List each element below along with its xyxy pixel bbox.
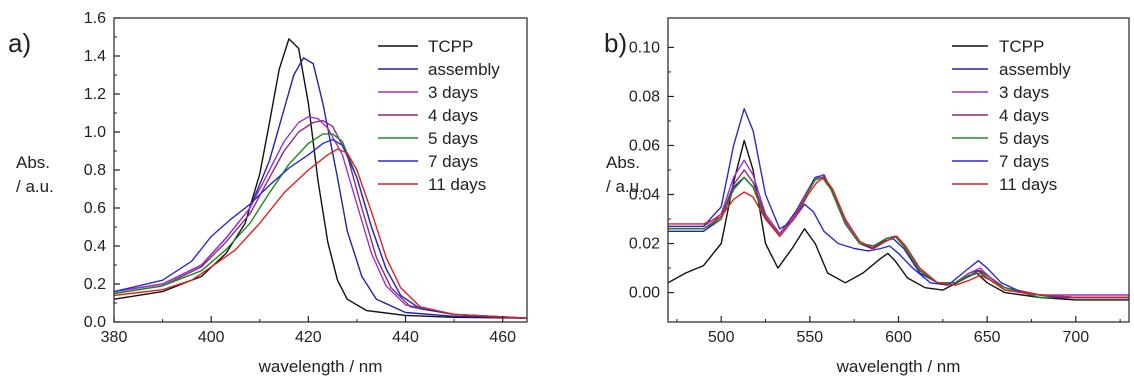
panel-label: b): [604, 28, 627, 58]
series-line-assembly: [668, 174, 1129, 299]
y-tick-label: 0.4: [84, 238, 106, 255]
legend-label: 5 days: [428, 129, 478, 148]
panel-b-chart: 500 550 600 650 700 0.00 0.02 0.04 0.06 0.08 0.10 w…: [604, 17, 1130, 376]
x-tick-label: 400: [198, 329, 225, 346]
series-line-7-days: [114, 138, 527, 319]
legend: TCPP assembly 3 days 4 days 5 days 7 days 11 d…: [952, 37, 1071, 194]
x-tick-label: 420: [295, 329, 322, 346]
series-line-7-days: [668, 108, 1129, 299]
y-tick-label: 0.08: [629, 88, 660, 105]
x-tick-label: 500: [708, 329, 735, 346]
y-tick-label: 0.06: [629, 137, 660, 154]
y-tick-label: 0.10: [629, 39, 660, 56]
y-tick-label: 0.04: [629, 187, 660, 204]
legend-label: 3 days: [428, 83, 478, 102]
legend-label: assembly: [999, 60, 1071, 79]
legend-label: 3 days: [999, 83, 1049, 102]
x-tick-label: 700: [1062, 329, 1089, 346]
series-group: [114, 38, 527, 319]
series-line-4-days: [114, 119, 527, 319]
legend-label: 7 days: [428, 152, 478, 171]
x-axis-title: wavelength / nm: [836, 357, 961, 376]
panel-a-chart: 380 400 420 440 460 0.0 0.2 0.4 0.6 0.8 1.0 1.2 1.4 1…: [8, 10, 528, 376]
series-line-3-days: [114, 116, 527, 319]
legend-label: assembly: [428, 60, 500, 79]
y-axis-title-line1: Abs.: [606, 153, 640, 172]
series-line-tcpp: [668, 139, 1129, 301]
y-tick-label: 0.02: [629, 236, 660, 253]
legend-label: 11 days: [428, 175, 486, 194]
x-tick-label: 380: [101, 329, 128, 346]
series-line-4-days: [668, 169, 1129, 299]
x-axis-title: wavelength / nm: [258, 357, 383, 376]
y-tick-label: 0.2: [84, 276, 106, 293]
panel-label: a): [8, 28, 31, 58]
legend: TCPP assembly 3 days 4 days 5 days 7 days 11 d…: [378, 37, 500, 194]
x-tick-label: 440: [392, 329, 419, 346]
legend-label: TCPP: [999, 37, 1044, 56]
y-axis-title-line2: / a.u.: [16, 177, 54, 196]
x-tick-label: 550: [796, 329, 823, 346]
y-tick-label: 0.0: [84, 314, 106, 331]
legend-label: TCPP: [428, 37, 473, 56]
y-tick-label: 1.6: [84, 10, 106, 27]
legend-label: 4 days: [428, 106, 478, 125]
legend-label: 4 days: [999, 106, 1049, 125]
x-tick-label: 650: [974, 329, 1001, 346]
y-axis-title-line2: / a.u.: [606, 177, 644, 196]
y-tick-label: 1.2: [84, 86, 106, 103]
y-axis-title-line1: Abs.: [16, 153, 50, 172]
y-tick-label: 1.4: [84, 48, 106, 65]
y-tick-label: 0.8: [84, 162, 106, 179]
series-line-11-days: [114, 148, 527, 319]
y-tick-label: 0.6: [84, 200, 106, 217]
series-line-5-days: [668, 176, 1129, 299]
legend-label: 11 days: [999, 175, 1057, 194]
legend-label: 5 days: [999, 129, 1049, 148]
y-tick-label: 0.00: [629, 285, 660, 302]
series-group: [668, 108, 1129, 301]
y-tick-label: 1.0: [84, 124, 106, 141]
series-line-11-days: [668, 176, 1129, 299]
x-tick-label: 600: [885, 329, 912, 346]
x-tick-label: 460: [489, 329, 516, 346]
legend-label: 7 days: [999, 152, 1049, 171]
series-line-tcpp: [114, 38, 527, 319]
